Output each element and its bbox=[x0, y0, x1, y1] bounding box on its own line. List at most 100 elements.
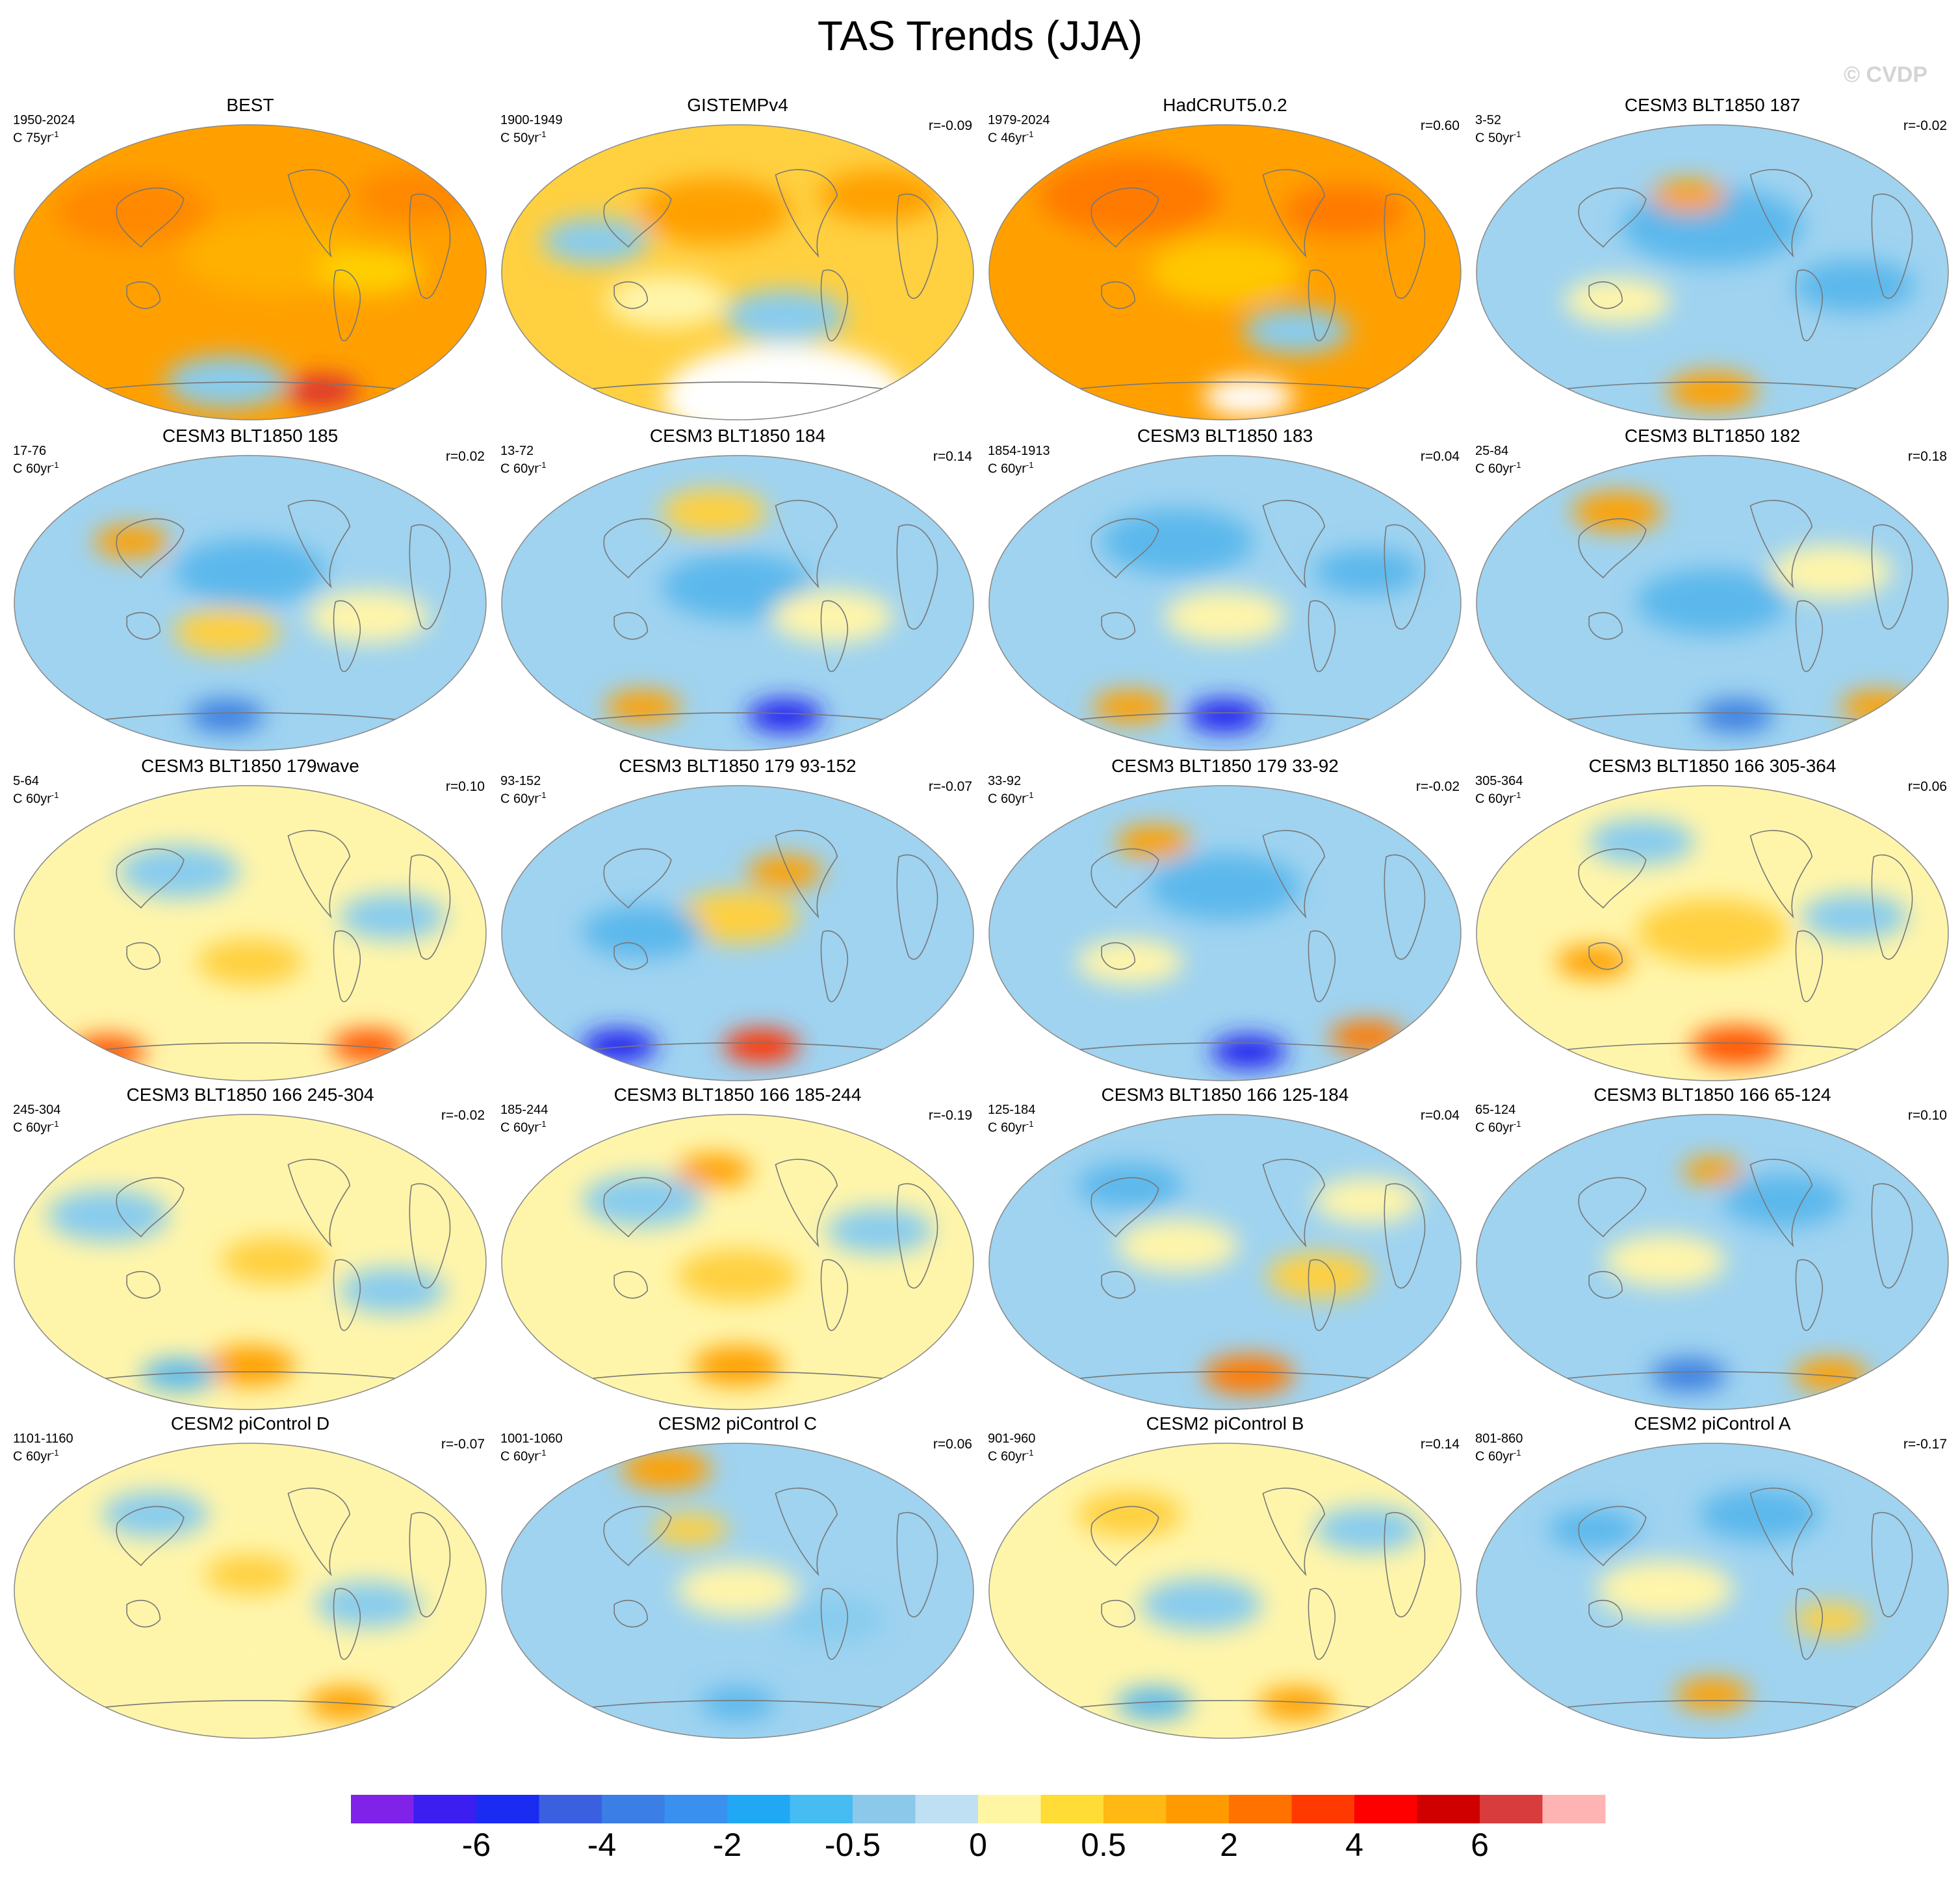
panel-year-range: 801-860 bbox=[1475, 1432, 1523, 1446]
coastline bbox=[1059, 1700, 1391, 1710]
trend-anomaly-region bbox=[1651, 179, 1727, 212]
trend-anomaly-region bbox=[174, 538, 326, 605]
coastline bbox=[1090, 848, 1159, 909]
trend-anomaly-region bbox=[771, 590, 894, 643]
coastline bbox=[116, 1177, 185, 1238]
trend-anomaly-region bbox=[747, 699, 823, 732]
trend-anomaly-region bbox=[819, 169, 941, 223]
map-border bbox=[988, 455, 1462, 751]
panel-correlation: r=-0.07 bbox=[928, 779, 972, 794]
panel-title: HadCRUT5.0.2 bbox=[1163, 95, 1287, 115]
panel-trend-unit: C 60yr-1 bbox=[1475, 460, 1521, 476]
coastline bbox=[1308, 1259, 1336, 1331]
trend-anomaly-region bbox=[1723, 1174, 1844, 1228]
panel-correlation: r=-0.09 bbox=[928, 118, 972, 133]
trend-anomaly-region bbox=[1116, 1687, 1192, 1720]
coastline bbox=[1384, 854, 1426, 960]
coastline bbox=[1059, 381, 1391, 392]
coastline bbox=[1588, 281, 1623, 309]
colorbar-box bbox=[1166, 1795, 1230, 1823]
map-panel: CESM3 BLT1850 179wave 5-64 C 60yr-1 r=0.10 bbox=[6, 756, 494, 1085]
map-panel: HadCRUT5.0.2 1979-2024 C 46yr-1 r=0.60 bbox=[981, 95, 1469, 424]
coastline bbox=[896, 1183, 938, 1289]
panel-correlation: r=-0.17 bbox=[1903, 1437, 1947, 1452]
trend-map bbox=[501, 1114, 974, 1410]
panel-title: GISTEMPv4 bbox=[687, 95, 788, 115]
panel-trend-unit: C 46yr-1 bbox=[988, 129, 1034, 146]
coastline bbox=[1871, 193, 1913, 299]
trend-anomaly-region bbox=[677, 890, 799, 944]
trend-map bbox=[988, 785, 1462, 1081]
trend-map bbox=[1476, 455, 1949, 751]
coastline bbox=[1262, 1487, 1326, 1576]
trend-anomaly-region bbox=[188, 699, 264, 732]
coastline bbox=[571, 381, 904, 392]
colorbar-box bbox=[476, 1795, 539, 1823]
coastline bbox=[1384, 524, 1426, 630]
panel-trend-unit: C 60yr-1 bbox=[1475, 790, 1521, 806]
map-panel: GISTEMPv4 1900-1949 C 50yr-1 r=-0.09 bbox=[494, 95, 981, 424]
map-border bbox=[1476, 124, 1949, 420]
colorbar-box bbox=[1354, 1795, 1417, 1823]
watermark: © CVDP bbox=[1844, 62, 1928, 87]
map-border bbox=[14, 1443, 487, 1739]
trend-anomaly-region bbox=[1149, 853, 1301, 920]
map-border bbox=[501, 455, 974, 751]
coastline bbox=[126, 1270, 161, 1299]
coastline bbox=[613, 281, 649, 309]
coastline bbox=[775, 830, 838, 919]
panel-title: CESM3 BLT1850 166 65-124 bbox=[1593, 1085, 1831, 1105]
coastline bbox=[409, 1183, 451, 1289]
coastline bbox=[603, 187, 672, 248]
panel-year-range: 125-184 bbox=[988, 1103, 1036, 1117]
panel-trend-unit: C 60yr-1 bbox=[500, 1448, 547, 1464]
panel-trend-unit: C 60yr-1 bbox=[500, 1119, 547, 1135]
trend-anomaly-region bbox=[664, 344, 907, 420]
coastline bbox=[409, 1511, 451, 1617]
colorbar-box bbox=[1229, 1795, 1292, 1823]
trend-map bbox=[988, 1114, 1462, 1410]
trend-anomaly-region bbox=[1666, 371, 1759, 411]
panel-year-range: 245-304 bbox=[13, 1103, 61, 1117]
coastline bbox=[1749, 500, 1813, 589]
panel-trend-unit: C 75yr-1 bbox=[13, 129, 59, 146]
map-panel: CESM3 BLT1850 166 245-304 245-304 C 60yr-1… bbox=[6, 1085, 494, 1413]
trend-anomaly-region bbox=[1329, 1020, 1406, 1054]
coastline bbox=[1384, 1183, 1426, 1289]
coastline bbox=[613, 611, 649, 640]
panel-year-range: 185-244 bbox=[500, 1103, 548, 1117]
map-panel: CESM3 BLT1850 179 93-152 93-152 C 60yr-1 r=… bbox=[494, 756, 981, 1085]
panel-trend-unit: C 60yr-1 bbox=[988, 1119, 1034, 1135]
colorbar-box bbox=[1040, 1795, 1104, 1823]
colorbar-box bbox=[413, 1795, 477, 1823]
coastline bbox=[1546, 381, 1879, 392]
coastline bbox=[1262, 830, 1326, 919]
coastline bbox=[84, 1700, 417, 1710]
coastline bbox=[1795, 1259, 1824, 1331]
map-panel: CESM2 piControl C 1001-1060 C 60yr-1 r=0.06 bbox=[494, 1413, 981, 1742]
trend-anomaly-region bbox=[1077, 1162, 1183, 1209]
coastline bbox=[1059, 1371, 1391, 1382]
colorbar-tick-label: -4 bbox=[587, 1827, 617, 1863]
coastline bbox=[1871, 1511, 1913, 1617]
trend-anomaly-region bbox=[220, 1237, 328, 1284]
coastline bbox=[775, 500, 838, 589]
coastline bbox=[333, 1588, 361, 1660]
coastline bbox=[896, 193, 938, 299]
coastline bbox=[775, 1487, 838, 1576]
coastline bbox=[1090, 187, 1159, 248]
trend-anomaly-region bbox=[1801, 894, 1908, 940]
map-border bbox=[1476, 785, 1949, 1081]
trend-anomaly-region bbox=[1243, 307, 1350, 354]
trend-anomaly-region bbox=[1596, 1560, 1734, 1619]
coastline bbox=[613, 942, 649, 970]
colorbar-tick-label: 2 bbox=[1220, 1827, 1238, 1863]
panel-year-range: 1979-2024 bbox=[988, 113, 1050, 127]
panel-correlation: r=0.60 bbox=[1420, 118, 1460, 133]
coastline bbox=[896, 1511, 938, 1617]
coastline bbox=[613, 1270, 649, 1299]
coastline bbox=[1546, 1371, 1879, 1382]
colorbar-box bbox=[351, 1795, 414, 1823]
coastline bbox=[820, 600, 849, 673]
coastline bbox=[571, 1371, 904, 1382]
